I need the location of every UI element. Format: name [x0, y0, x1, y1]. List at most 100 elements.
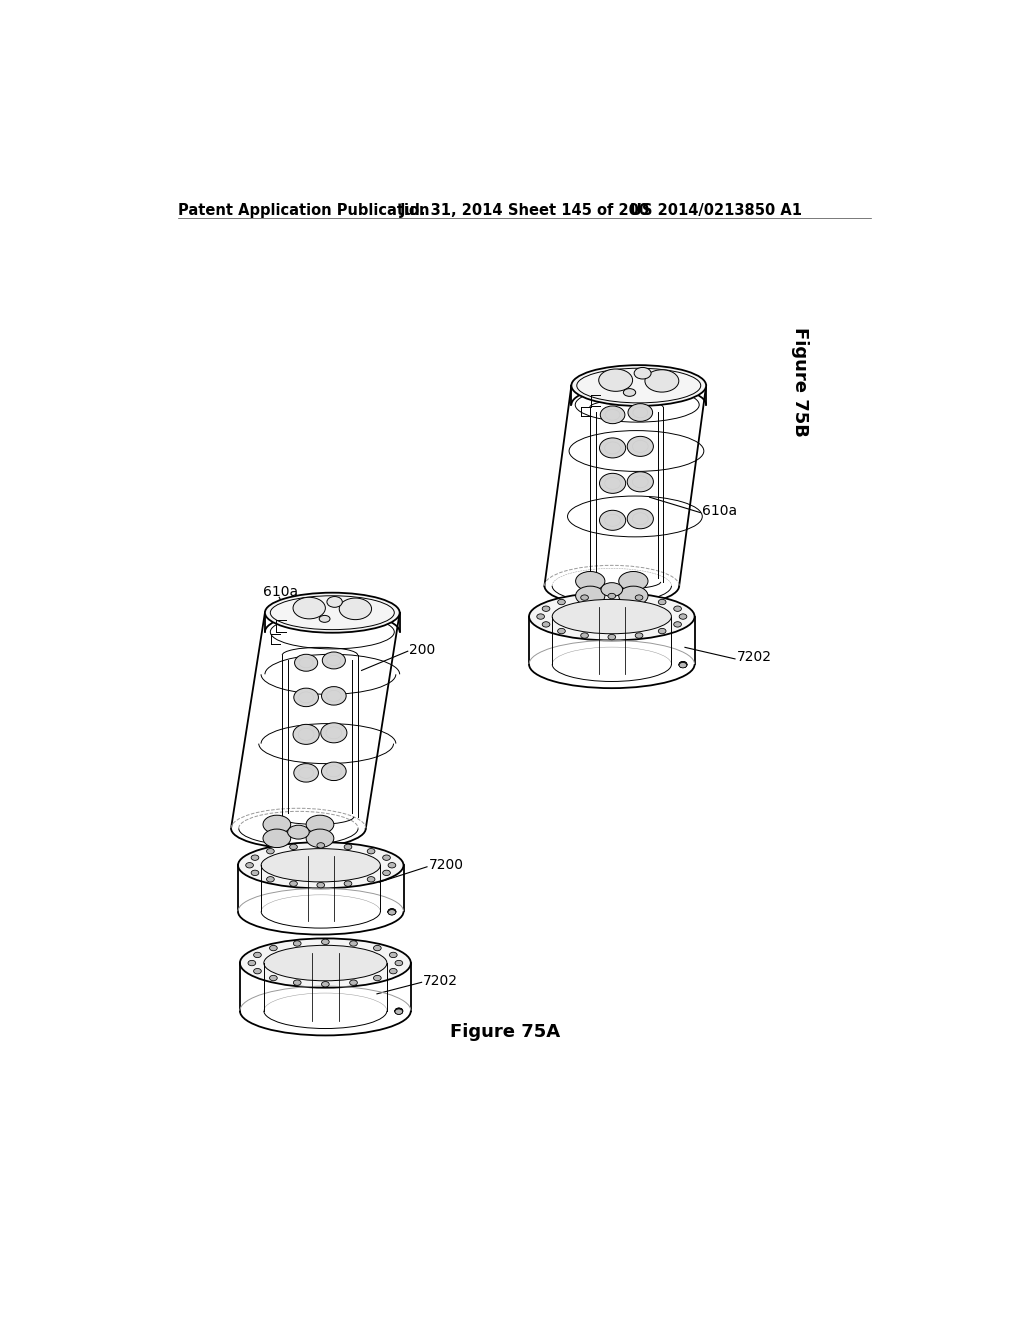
Ellipse shape	[581, 595, 589, 601]
Ellipse shape	[679, 661, 687, 667]
Text: 7202: 7202	[736, 651, 771, 664]
Ellipse shape	[388, 909, 395, 915]
Ellipse shape	[306, 816, 334, 834]
Ellipse shape	[322, 762, 346, 780]
Ellipse shape	[266, 876, 274, 882]
Ellipse shape	[344, 845, 352, 850]
Ellipse shape	[240, 939, 411, 987]
Ellipse shape	[542, 606, 550, 611]
Ellipse shape	[290, 880, 297, 886]
Ellipse shape	[608, 635, 615, 640]
Ellipse shape	[322, 939, 330, 945]
Ellipse shape	[679, 663, 687, 668]
Ellipse shape	[269, 975, 278, 981]
Text: 610a: 610a	[701, 504, 737, 517]
Ellipse shape	[294, 763, 318, 781]
Ellipse shape	[575, 572, 605, 591]
Ellipse shape	[306, 829, 334, 847]
Ellipse shape	[679, 614, 687, 619]
Ellipse shape	[635, 632, 643, 638]
Ellipse shape	[294, 941, 301, 946]
Ellipse shape	[316, 883, 325, 888]
Ellipse shape	[322, 982, 330, 987]
Ellipse shape	[388, 862, 396, 869]
Ellipse shape	[327, 597, 342, 607]
Ellipse shape	[645, 370, 679, 392]
Ellipse shape	[542, 622, 550, 627]
Ellipse shape	[374, 975, 381, 981]
Ellipse shape	[395, 1008, 402, 1014]
Ellipse shape	[571, 366, 707, 407]
Ellipse shape	[251, 870, 259, 875]
Text: 200: 200	[410, 643, 435, 656]
Ellipse shape	[679, 663, 687, 668]
Ellipse shape	[368, 876, 375, 882]
Ellipse shape	[261, 849, 380, 882]
Ellipse shape	[599, 370, 633, 391]
Ellipse shape	[383, 870, 390, 875]
Ellipse shape	[395, 1008, 402, 1014]
Ellipse shape	[388, 909, 396, 915]
Ellipse shape	[295, 655, 317, 671]
Ellipse shape	[624, 388, 636, 396]
Ellipse shape	[395, 1008, 402, 1014]
Ellipse shape	[389, 952, 397, 957]
Ellipse shape	[344, 880, 352, 886]
Ellipse shape	[319, 615, 330, 622]
Ellipse shape	[251, 855, 259, 861]
Ellipse shape	[388, 909, 396, 915]
Ellipse shape	[349, 941, 357, 946]
Ellipse shape	[635, 595, 643, 601]
Ellipse shape	[388, 909, 395, 915]
Ellipse shape	[246, 862, 253, 869]
Ellipse shape	[628, 437, 653, 457]
Ellipse shape	[254, 969, 261, 974]
Ellipse shape	[388, 908, 396, 915]
Ellipse shape	[537, 614, 545, 619]
Ellipse shape	[323, 652, 345, 669]
Ellipse shape	[679, 661, 687, 667]
Ellipse shape	[679, 663, 687, 668]
Ellipse shape	[368, 849, 375, 854]
Text: Jul. 31, 2014: Jul. 31, 2014	[400, 203, 504, 218]
Ellipse shape	[293, 597, 326, 619]
Ellipse shape	[293, 725, 319, 744]
Ellipse shape	[266, 849, 274, 854]
Ellipse shape	[679, 663, 687, 668]
Ellipse shape	[628, 404, 652, 421]
Ellipse shape	[395, 1008, 402, 1014]
Ellipse shape	[290, 845, 297, 850]
Ellipse shape	[321, 723, 347, 743]
Ellipse shape	[388, 909, 395, 915]
Ellipse shape	[322, 686, 346, 705]
Ellipse shape	[618, 586, 648, 606]
Ellipse shape	[679, 661, 687, 668]
Ellipse shape	[395, 1008, 402, 1014]
Ellipse shape	[254, 952, 261, 957]
Ellipse shape	[658, 628, 666, 634]
Ellipse shape	[264, 945, 387, 981]
Ellipse shape	[558, 628, 565, 634]
Ellipse shape	[294, 688, 318, 706]
Ellipse shape	[265, 593, 399, 632]
Ellipse shape	[575, 586, 605, 606]
Ellipse shape	[395, 1008, 402, 1014]
Ellipse shape	[339, 598, 372, 619]
Ellipse shape	[388, 908, 396, 913]
Ellipse shape	[263, 816, 291, 834]
Ellipse shape	[628, 508, 653, 529]
Ellipse shape	[658, 599, 666, 605]
Text: 7200: 7200	[429, 858, 464, 873]
Ellipse shape	[248, 961, 256, 966]
Ellipse shape	[395, 961, 402, 966]
Text: Sheet 145 of 200: Sheet 145 of 200	[508, 203, 649, 218]
Text: 7202: 7202	[423, 974, 458, 987]
Text: US 2014/0213850 A1: US 2014/0213850 A1	[630, 203, 802, 218]
Ellipse shape	[349, 979, 357, 985]
Ellipse shape	[383, 855, 390, 861]
Ellipse shape	[608, 593, 615, 599]
Ellipse shape	[599, 438, 626, 458]
Ellipse shape	[395, 1008, 402, 1014]
Ellipse shape	[601, 582, 623, 597]
Ellipse shape	[600, 407, 625, 424]
